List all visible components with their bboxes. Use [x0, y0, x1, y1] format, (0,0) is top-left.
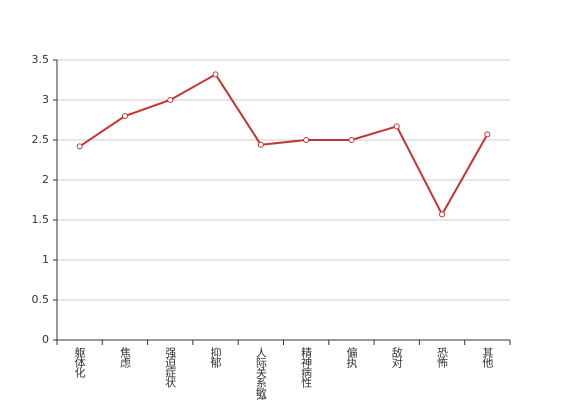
- y-tick-label: 3: [42, 93, 49, 106]
- point: [439, 211, 446, 218]
- point: [76, 143, 83, 150]
- y-tick-label: 0.5: [32, 293, 50, 306]
- x-tick-label: 偏执: [345, 346, 358, 369]
- x-tick-label: 强迫症状: [164, 347, 177, 388]
- point: [303, 137, 310, 143]
- point: [257, 141, 264, 148]
- point: [393, 123, 400, 130]
- y-tick-label: 1: [42, 253, 49, 266]
- x-tick-label: 恐怖: [436, 347, 449, 368]
- point: [212, 71, 219, 78]
- line: [79, 73, 489, 217]
- point: [121, 113, 128, 119]
- y-tick-label: 0: [42, 333, 49, 346]
- point: [348, 137, 355, 143]
- x-tick-label: 敌对: [390, 346, 403, 368]
- point: [167, 97, 174, 103]
- x-tick-label: 焦虑: [118, 347, 131, 368]
- y-tick-label: 1.5: [32, 213, 50, 226]
- x-tick-label: 抑郁: [209, 346, 222, 368]
- x-tick-label: 其他: [481, 347, 494, 368]
- y-tick-label: 2.5: [32, 133, 50, 146]
- y-tick-label: 3.5: [32, 53, 50, 66]
- y-tick-label: 2: [42, 173, 49, 186]
- x-tick-label: 躯体化: [73, 347, 86, 379]
- point: [484, 131, 491, 138]
- x-tick-label: 人际关系敏感: [254, 347, 267, 400]
- x-tick-label: 精神病性: [300, 347, 313, 389]
